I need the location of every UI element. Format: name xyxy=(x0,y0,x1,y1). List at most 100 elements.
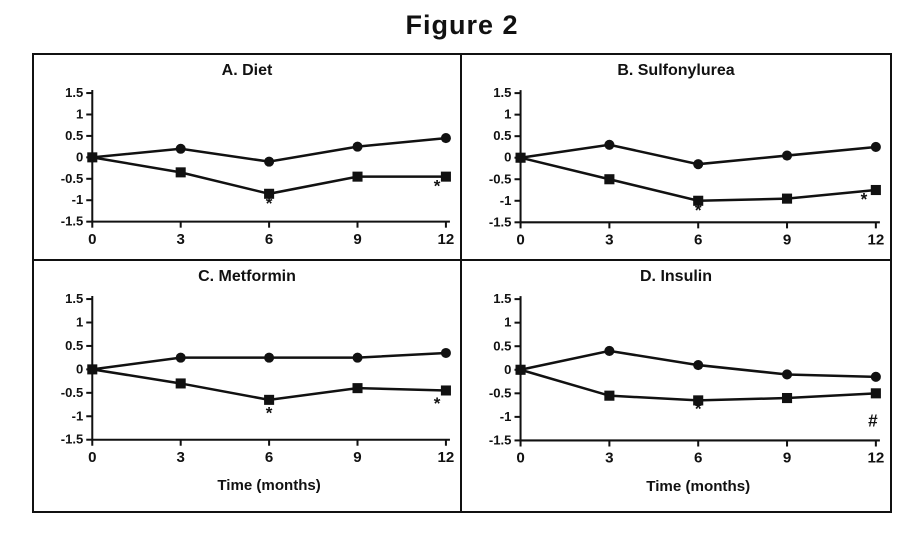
significance-annotation: # xyxy=(868,410,878,430)
y-tick-label: -1.5 xyxy=(489,214,512,229)
panel-b-chart-canvas: 1.5 1 0.5 0 -0.5 -1 -1.5 0 3 6 9 12 * * xyxy=(489,85,884,249)
x-tick-label: 12 xyxy=(867,232,884,249)
square-marker xyxy=(175,378,186,389)
panel-a-title: A. Diet xyxy=(221,62,273,79)
x-tick-label: 9 xyxy=(353,449,361,466)
circle-marker xyxy=(352,352,363,363)
square-marker xyxy=(87,364,98,375)
y-tick-label: -0.5 xyxy=(489,171,512,186)
panel-grid: A. Diet 1.5 1 0.5 0 -0.5 -1 -1.5 0 3 6 9 12 * * B. Su… xyxy=(32,53,892,513)
x-tick-label: 12 xyxy=(867,450,884,467)
y-tick-label: -1.5 xyxy=(489,432,512,447)
y-tick-label: -1.5 xyxy=(61,432,83,447)
square-marker xyxy=(440,171,451,182)
square-marker xyxy=(870,388,881,399)
y-tick-label: 1.5 xyxy=(493,85,511,100)
circle-marker xyxy=(870,141,881,152)
square-marker xyxy=(515,364,526,375)
x-axis-label: Time (months) xyxy=(217,477,321,494)
y-tick-label: 1.5 xyxy=(493,291,511,306)
y-tick-label: 1 xyxy=(504,107,511,122)
square-marker xyxy=(175,167,186,178)
x-tick-label: 6 xyxy=(694,232,702,249)
figure-page: Figure 2 A. Diet 1.5 1 0.5 0 -0.5 -1 -1.5 0 3 6 9 1… xyxy=(0,10,924,513)
x-tick-label: 6 xyxy=(694,450,702,467)
panel-a-chart-canvas: 1.5 1 0.5 0 -0.5 -1 -1.5 0 3 6 9 12 * * xyxy=(61,85,455,248)
circle-marker xyxy=(693,159,704,170)
x-tick-label: 0 xyxy=(88,231,96,248)
circle-marker xyxy=(781,150,793,161)
square-marker xyxy=(264,394,275,405)
circle-marker xyxy=(440,347,451,358)
circle-marker xyxy=(693,360,704,371)
circle-marker xyxy=(175,352,186,363)
y-tick-label: -1 xyxy=(500,193,512,208)
circle-marker xyxy=(870,371,881,382)
circle-marker xyxy=(604,139,615,150)
x-tick-label: 9 xyxy=(353,231,361,248)
circle-marker xyxy=(781,369,793,380)
x-tick-label: 3 xyxy=(605,450,613,467)
significance-annotation: * xyxy=(861,189,868,209)
x-tick-label: 0 xyxy=(516,232,524,249)
significance-annotation: * xyxy=(434,177,441,196)
y-tick-label: 0 xyxy=(504,150,511,165)
significance-annotation: * xyxy=(695,200,702,220)
square-marker xyxy=(693,395,704,406)
y-tick-label: -1.5 xyxy=(61,214,83,229)
circle-marker xyxy=(604,345,615,356)
circle-marker xyxy=(352,141,363,152)
y-tick-label: 1.5 xyxy=(65,85,83,100)
x-tick-label: 3 xyxy=(605,232,613,249)
x-tick-label: 6 xyxy=(265,449,273,466)
panel-d-chart-canvas: 1.5 1 0.5 0 -0.5 -1 -1.5 0 3 6 9 12 * # Time (months) xyxy=(489,291,884,495)
x-tick-label: 0 xyxy=(88,449,96,466)
square-marker xyxy=(781,193,793,204)
y-tick-label: 1.5 xyxy=(65,291,83,306)
y-tick-label: -0.5 xyxy=(61,385,83,400)
square-marker xyxy=(781,392,793,404)
y-tick-label: 0.5 xyxy=(493,338,511,353)
y-tick-label: -1 xyxy=(72,408,84,423)
x-tick-label: 6 xyxy=(265,231,273,248)
panel-c-metformin: C. Metformin 1.5 1 0.5 0 -0.5 -1 -1.5 0 3 6 9 12 * * T… xyxy=(34,261,462,511)
panel-d-insulin: D. Insulin 1.5 1 0.5 0 -0.5 -1 -1.5 0 3 6 9 12 * # Tim… xyxy=(462,261,890,511)
y-tick-label: 1 xyxy=(76,107,83,122)
panel-c-chart-canvas: 1.5 1 0.5 0 -0.5 -1 -1.5 0 3 6 9 12 * * Time (months) xyxy=(61,291,455,494)
x-tick-label: 9 xyxy=(783,450,791,467)
x-tick-label: 12 xyxy=(438,231,455,248)
circle-marker xyxy=(440,133,451,144)
y-tick-label: -1 xyxy=(72,192,84,207)
square-marker xyxy=(604,174,615,185)
y-tick-label: 1 xyxy=(76,315,83,330)
y-tick-label: -0.5 xyxy=(489,385,512,400)
panel-c-title: C. Metformin xyxy=(198,268,296,285)
square-marker xyxy=(870,184,881,196)
y-tick-label: -0.5 xyxy=(61,171,83,186)
square-marker xyxy=(264,188,275,199)
square-marker xyxy=(352,383,363,394)
y-tick-label: 0 xyxy=(76,149,83,164)
square-marker xyxy=(515,152,526,163)
panel-b-title: B. Sulfonylurea xyxy=(617,62,735,79)
panel-a-diet: A. Diet 1.5 1 0.5 0 -0.5 -1 -1.5 0 3 6 9 12 * * xyxy=(34,55,462,261)
x-axis-label: Time (months) xyxy=(646,478,750,495)
y-tick-label: 0.5 xyxy=(65,128,83,143)
square-marker xyxy=(604,390,615,401)
y-tick-label: 0 xyxy=(504,362,511,377)
square-marker xyxy=(693,195,704,206)
y-tick-label: 0.5 xyxy=(65,338,83,353)
x-tick-label: 3 xyxy=(177,231,185,248)
x-tick-label: 0 xyxy=(516,450,524,467)
square-marker xyxy=(87,152,98,163)
significance-annotation: * xyxy=(266,194,273,213)
figure-title: Figure 2 xyxy=(405,10,519,40)
x-tick-label: 3 xyxy=(176,449,184,466)
y-tick-label: 1 xyxy=(504,315,511,330)
square-marker xyxy=(440,385,451,396)
significance-annotation: * xyxy=(695,399,702,419)
circle-marker xyxy=(175,143,186,154)
square-marker xyxy=(352,171,363,182)
circle-marker xyxy=(264,156,275,167)
x-tick-label: 12 xyxy=(438,449,455,466)
